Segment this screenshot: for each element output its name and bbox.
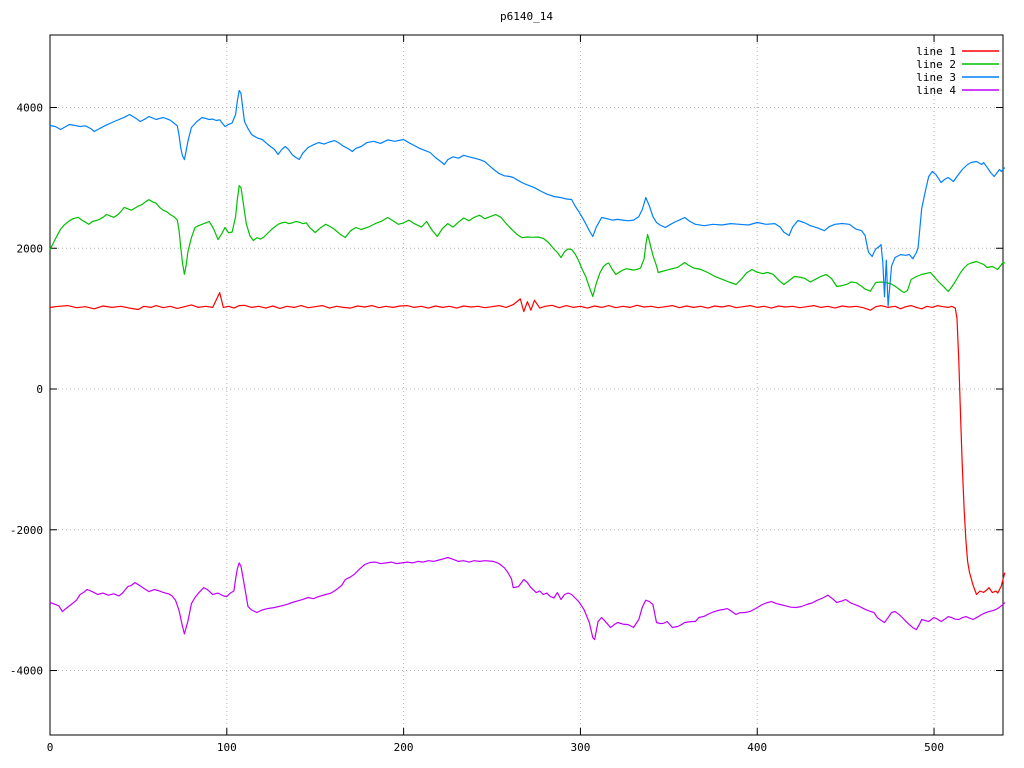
x-tick-label: 400 <box>747 741 767 754</box>
y-tick-label: 2000 <box>17 242 44 255</box>
x-tick-label: 200 <box>394 741 414 754</box>
series-line-3 <box>49 89 1006 307</box>
legend-label: line 3 <box>916 71 956 84</box>
series-line-4 <box>49 556 1006 641</box>
x-tick-label: 500 <box>924 741 944 754</box>
x-tick-label: 100 <box>217 741 237 754</box>
series-line-1 <box>49 292 1006 596</box>
x-tick-label: 300 <box>570 741 590 754</box>
plot-border <box>49 34 1004 736</box>
legend-label: line 1 <box>916 45 956 58</box>
y-tick-label: -4000 <box>10 665 43 678</box>
series-line-2 <box>49 185 1005 298</box>
legend-label: line 4 <box>916 84 956 97</box>
chart-title: p6140_14 <box>500 10 553 23</box>
y-tick-label: 0 <box>36 383 43 396</box>
x-tick-label: 0 <box>47 741 54 754</box>
y-tick-label: -2000 <box>10 524 43 537</box>
legend-label: line 2 <box>916 58 956 71</box>
y-tick-label: 4000 <box>17 101 44 114</box>
